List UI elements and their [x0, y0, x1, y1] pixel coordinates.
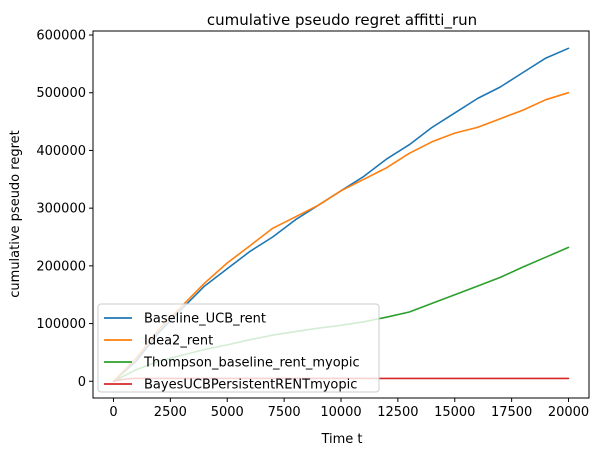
x-tick-label: 15000 — [434, 405, 475, 420]
x-tick-label: 12500 — [377, 405, 418, 420]
legend-label: BayesUCBPersistentRENTmyopic — [144, 378, 357, 393]
legend: Baseline_UCB_rent Idea2_rent Thompson_base… — [97, 303, 380, 393]
x-tick-label: 0 — [109, 405, 117, 420]
plot-frame — [92, 30, 590, 399]
ticks-layer: 0 2500 5000 7500 10000 12500 15000 17500 2000001… — [36, 29, 589, 420]
y-tick-label: 0 — [78, 375, 86, 390]
y-tick-label: 300000 — [36, 202, 86, 217]
x-tick-label: 7500 — [268, 405, 301, 420]
legend-label: Baseline_UCB_rent — [144, 312, 266, 327]
y-tick-label: 400000 — [36, 144, 86, 159]
chart-title: cumulative pseudo regret affitti_run — [207, 11, 477, 30]
y-tick-label: 600000 — [36, 29, 86, 44]
legend-label: Idea2_rent — [144, 334, 213, 349]
y-tick-label: 200000 — [36, 259, 86, 274]
x-axis-label: Time t — [320, 432, 362, 447]
y-axis-label: cumulative pseudo regret — [8, 130, 23, 297]
x-tick-label: 17500 — [491, 405, 532, 420]
x-tick-label: 2500 — [154, 405, 187, 420]
x-tick-label: 10000 — [320, 405, 361, 420]
series-line-2 — [112, 91, 570, 383]
y-tick-label: 100000 — [36, 317, 86, 332]
legend-box — [97, 303, 380, 393]
y-tick-label: 500000 — [36, 86, 86, 101]
x-tick-label: 5000 — [211, 405, 244, 420]
legend-label: Thompson_baseline_rent_myopic — [143, 356, 360, 371]
x-tick-label: 20000 — [548, 405, 589, 420]
